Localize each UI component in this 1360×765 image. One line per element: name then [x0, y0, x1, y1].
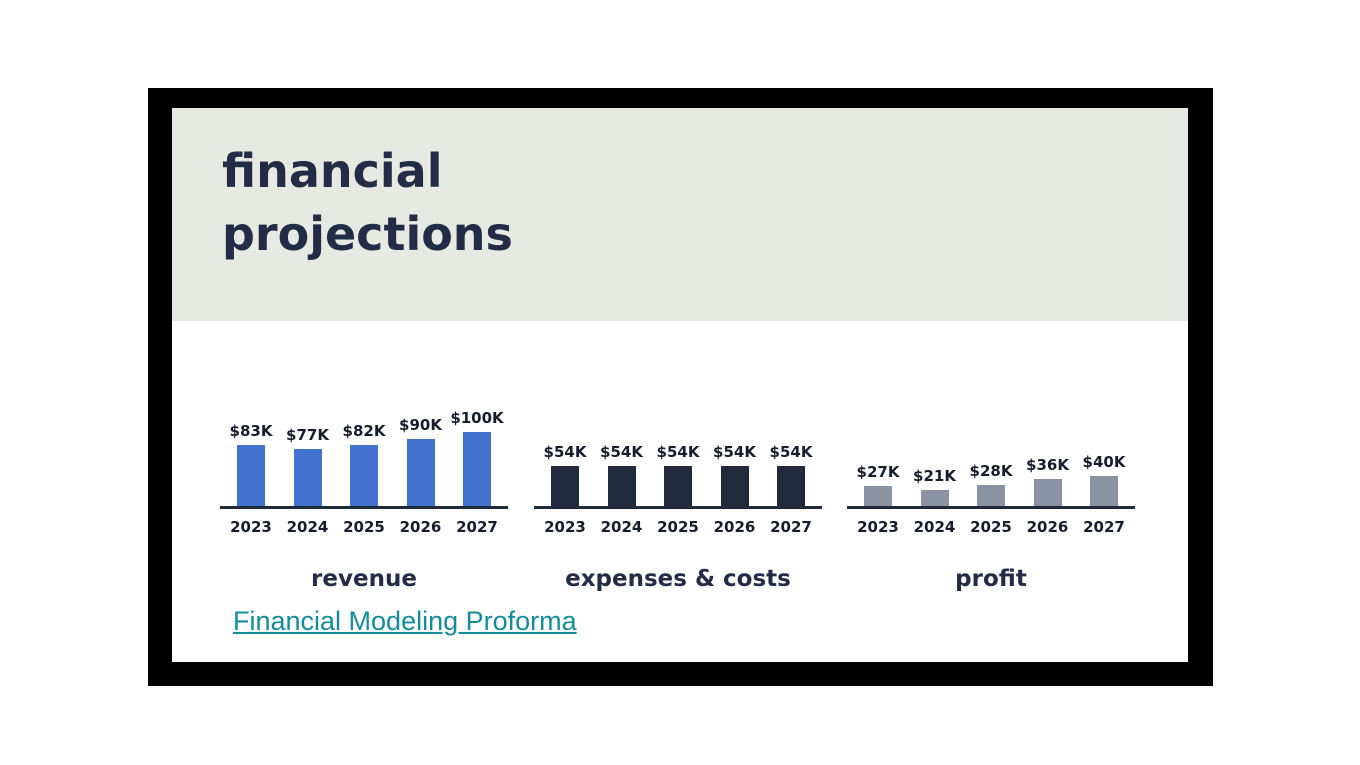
bar-rect — [864, 486, 892, 506]
bar-value-label: $28K — [969, 462, 1013, 480]
bar-value-label: $40K — [1082, 453, 1126, 471]
bar-2027: $100K — [450, 409, 504, 506]
bar-2023: $27K — [857, 463, 899, 506]
year-label: 2027 — [1083, 518, 1125, 536]
expenses-bars: $54K $54K $54K $54K $54K — [534, 406, 822, 506]
bar-rect — [607, 466, 636, 506]
bar-2024: $21K — [913, 467, 956, 506]
bar-value-label: $54K — [600, 443, 643, 461]
bar-value-label: $54K — [543, 443, 587, 461]
bar-value-label: $54K — [713, 443, 756, 461]
year-label: 2023 — [230, 518, 272, 536]
bar-2025: $28K — [970, 462, 1012, 506]
bar-2027: $40K — [1083, 453, 1125, 506]
bar-rect — [1090, 476, 1118, 506]
year-label: 2027 — [456, 518, 498, 536]
bar-2025: $82K — [343, 422, 385, 506]
revenue-chart-title: revenue — [311, 566, 417, 592]
year-label: 2024 — [600, 518, 643, 536]
bar-rect — [920, 490, 949, 506]
bar-2025: $54K — [657, 443, 699, 506]
revenue-x-axis — [220, 506, 508, 509]
profit-chart: $27K $21K $28K $36K $40K 2023 2024 2025 2026 202… — [847, 406, 1135, 592]
bar-value-label: $77K — [286, 426, 329, 444]
bar-2024: $54K — [600, 443, 643, 506]
revenue-bars: $83K $77K $82K $90K $100K — [220, 406, 508, 506]
profit-year-labels: 2023 2024 2025 2026 2027 — [847, 518, 1135, 536]
bar-2026: $90K — [399, 416, 442, 506]
bar-rect — [551, 466, 579, 506]
year-label: 2025 — [657, 518, 699, 536]
bar-2023: $54K — [544, 443, 586, 506]
year-label: 2023 — [857, 518, 899, 536]
year-label: 2026 — [713, 518, 756, 536]
bar-rect — [720, 466, 749, 506]
bar-rect — [293, 449, 322, 506]
bar-rect — [977, 485, 1005, 506]
bar-value-label: $54K — [769, 443, 813, 461]
bar-value-label: $54K — [656, 443, 700, 461]
year-label: 2024 — [286, 518, 329, 536]
bar-value-label: $90K — [399, 416, 442, 434]
slide-frame: financial projections $83K $77K $82K $90K $1… — [148, 88, 1213, 686]
bar-rect — [1033, 479, 1062, 506]
bar-value-label: $83K — [229, 422, 273, 440]
bar-rect — [777, 466, 805, 506]
profit-chart-title: profit — [955, 566, 1027, 592]
year-label: 2024 — [913, 518, 956, 536]
year-label: 2023 — [544, 518, 586, 536]
bar-value-label: $82K — [342, 422, 386, 440]
bar-value-label: $36K — [1026, 456, 1069, 474]
bar-rect — [664, 466, 692, 506]
bar-rect — [350, 445, 378, 506]
bar-2026: $54K — [713, 443, 756, 506]
bar-value-label: $21K — [913, 467, 956, 485]
bar-value-label: $27K — [856, 463, 900, 481]
bar-rect — [463, 432, 491, 506]
expenses-chart-title: expenses & costs — [565, 566, 791, 592]
year-label: 2026 — [399, 518, 442, 536]
profit-x-axis — [847, 506, 1135, 509]
slide-title-line2: projections — [222, 207, 513, 261]
slide-title-line1: financial — [222, 144, 443, 198]
slide-title: financial projections — [222, 140, 513, 266]
year-label: 2027 — [770, 518, 812, 536]
financial-modeling-proforma-link[interactable]: Financial Modeling Proforma — [233, 606, 577, 636]
profit-bars: $27K $21K $28K $36K $40K — [847, 406, 1135, 506]
year-label: 2026 — [1026, 518, 1069, 536]
bar-2027: $54K — [770, 443, 812, 506]
expenses-year-labels: 2023 2024 2025 2026 2027 — [534, 518, 822, 536]
bar-value-label: $100K — [450, 409, 504, 427]
year-label: 2025 — [343, 518, 385, 536]
bar-rect — [237, 445, 265, 506]
revenue-chart: $83K $77K $82K $90K $100K 2023 2024 2025 2026 20… — [220, 406, 508, 592]
slide-header: financial projections — [172, 108, 1188, 321]
expenses-x-axis — [534, 506, 822, 509]
bar-2026: $36K — [1026, 456, 1069, 506]
bar-2023: $83K — [230, 422, 272, 506]
year-label: 2025 — [970, 518, 1012, 536]
bar-rect — [406, 439, 435, 506]
bar-2024: $77K — [286, 426, 329, 506]
revenue-year-labels: 2023 2024 2025 2026 2027 — [220, 518, 508, 536]
slide: financial projections $83K $77K $82K $90K $1… — [172, 108, 1188, 662]
expenses-costs-chart: $54K $54K $54K $54K $54K 2023 2024 2025 2026 202… — [534, 406, 822, 592]
